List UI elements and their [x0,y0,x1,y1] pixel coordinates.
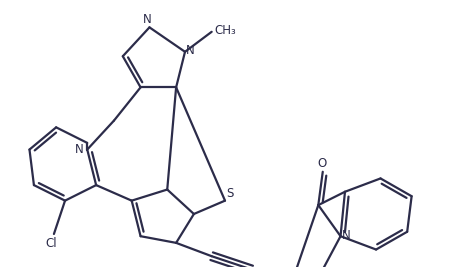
Text: N: N [75,143,84,156]
Text: O: O [317,157,327,170]
Text: CH₃: CH₃ [214,24,236,36]
Text: Cl: Cl [45,237,57,250]
Text: N: N [186,44,195,57]
Text: N: N [342,229,350,242]
Text: N: N [143,13,152,25]
Text: S: S [226,187,233,200]
